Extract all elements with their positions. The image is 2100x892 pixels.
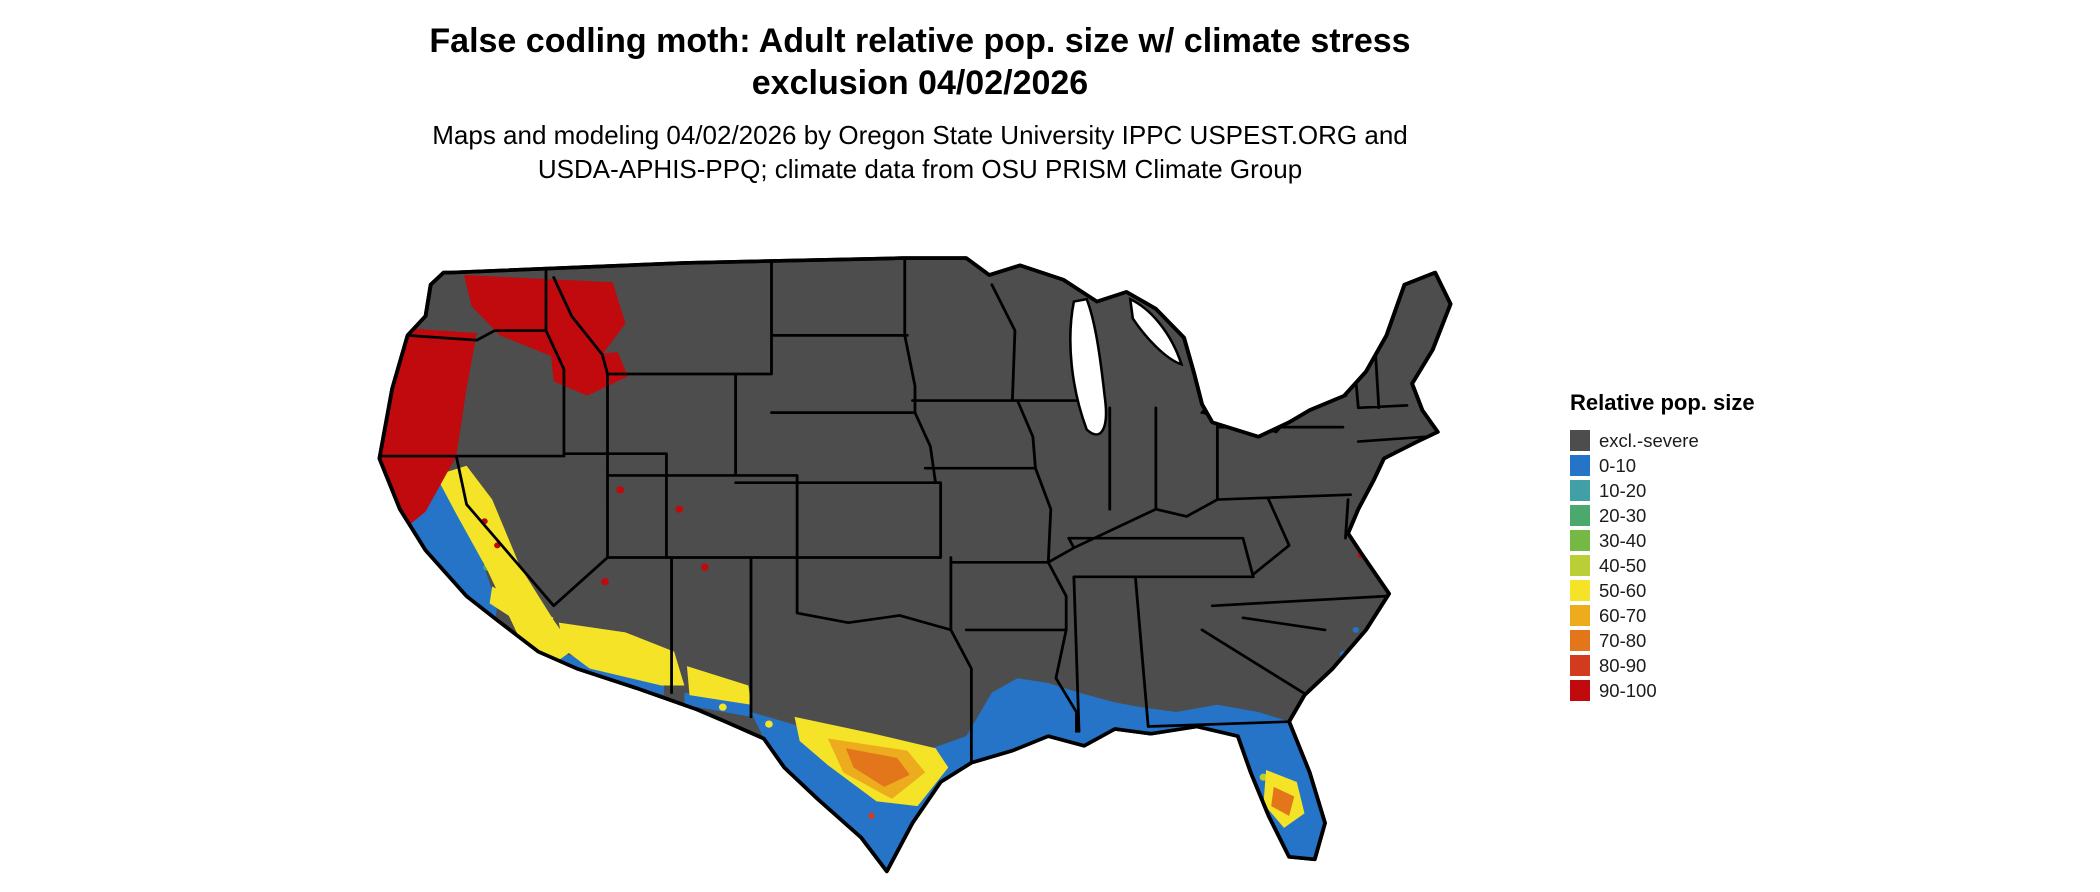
orange-core-florida bbox=[1271, 786, 1295, 816]
legend-item: 30-40 bbox=[1570, 528, 1830, 553]
legend-swatch bbox=[1570, 555, 1590, 576]
map-subtitle: Maps and modeling 04/02/2026 by Oregon S… bbox=[0, 118, 1840, 186]
legend-item-label: 20-30 bbox=[1599, 505, 1647, 526]
yellow-band-newmexico bbox=[686, 666, 751, 705]
yellow-speck-west-texas-1 bbox=[765, 720, 773, 728]
map-legend: Relative pop. size excl.-severe 0-10 10-… bbox=[1570, 390, 1830, 703]
page-title: False codling moth: Adult relative pop. … bbox=[0, 20, 1840, 104]
legend-item-label: 60-70 bbox=[1599, 605, 1647, 626]
title-line-2: exclusion 04/02/2026 bbox=[751, 64, 1089, 102]
legend-swatch bbox=[1570, 430, 1590, 451]
red-speck-nevada-2 bbox=[601, 578, 609, 586]
blue-region-california bbox=[399, 477, 498, 623]
lake-huron-shape bbox=[1128, 297, 1184, 367]
legend-item-label: 80-90 bbox=[1599, 655, 1647, 676]
subtitle-line-1: Maps and modeling 04/02/2026 by Oregon S… bbox=[432, 120, 1408, 150]
legend-item-label: 50-60 bbox=[1599, 580, 1647, 601]
legend-item: 20-30 bbox=[1570, 503, 1830, 528]
red-region-oregon-norcal-coast bbox=[379, 328, 477, 529]
yellow-speck-west-texas-2 bbox=[718, 703, 727, 711]
us-map-svg bbox=[377, 256, 1453, 874]
legend-item: 80-90 bbox=[1570, 653, 1830, 678]
legend-swatch bbox=[1570, 480, 1590, 501]
legend-item: 60-70 bbox=[1570, 603, 1830, 628]
legend-swatch bbox=[1570, 455, 1590, 476]
legend-swatch bbox=[1570, 530, 1590, 551]
legend-swatch bbox=[1570, 680, 1590, 701]
yellow-patch-mojave bbox=[489, 586, 554, 635]
legend-item: excl.-severe bbox=[1570, 428, 1830, 453]
legend-item-label: 10-20 bbox=[1599, 480, 1647, 501]
legend-item: 40-50 bbox=[1570, 553, 1830, 578]
legend-item-label: excl.-severe bbox=[1599, 430, 1699, 451]
orange-core-texas bbox=[845, 748, 910, 787]
legend-item-label: 40-50 bbox=[1599, 555, 1647, 576]
legend-title: Relative pop. size bbox=[1570, 390, 1755, 415]
legend-item: 0-10 bbox=[1570, 453, 1830, 478]
title-line-1: False codling moth: Adult relative pop. … bbox=[429, 22, 1411, 60]
lake-michigan-shape bbox=[1069, 297, 1108, 436]
redorange-speck-texas bbox=[868, 812, 875, 819]
yellow-band-arizona bbox=[558, 622, 685, 686]
state-borders bbox=[379, 258, 1427, 765]
subtitle-line-2: USDA-APHIS-PPQ; climate data from OSU PR… bbox=[537, 154, 1303, 184]
legend-swatch bbox=[1570, 655, 1590, 676]
legend-item-label: 30-40 bbox=[1599, 530, 1647, 551]
red-speck-utah bbox=[675, 505, 684, 513]
legend-item: 10-20 bbox=[1570, 478, 1830, 503]
blue-region-newmexico-border bbox=[684, 692, 751, 717]
legend-item: 90-100 bbox=[1570, 678, 1830, 703]
us-outline bbox=[377, 256, 1453, 874]
us-map bbox=[300, 205, 1530, 881]
legend-swatch bbox=[1570, 605, 1590, 626]
legend-item-label: 90-100 bbox=[1599, 680, 1657, 701]
legend-item: 50-60 bbox=[1570, 578, 1830, 603]
legend-swatch bbox=[1570, 630, 1590, 651]
blue-speck-carolina-coast-3 bbox=[1352, 626, 1359, 633]
red-speck-nevada-1 bbox=[616, 486, 625, 494]
legend-item: 70-80 bbox=[1570, 628, 1830, 653]
legend-item-label: 0-10 bbox=[1599, 455, 1637, 476]
legend-swatch bbox=[1570, 505, 1590, 526]
legend-swatch bbox=[1570, 580, 1590, 601]
red-speck-newmexico bbox=[701, 563, 709, 571]
legend-item-label: 70-80 bbox=[1599, 630, 1647, 651]
